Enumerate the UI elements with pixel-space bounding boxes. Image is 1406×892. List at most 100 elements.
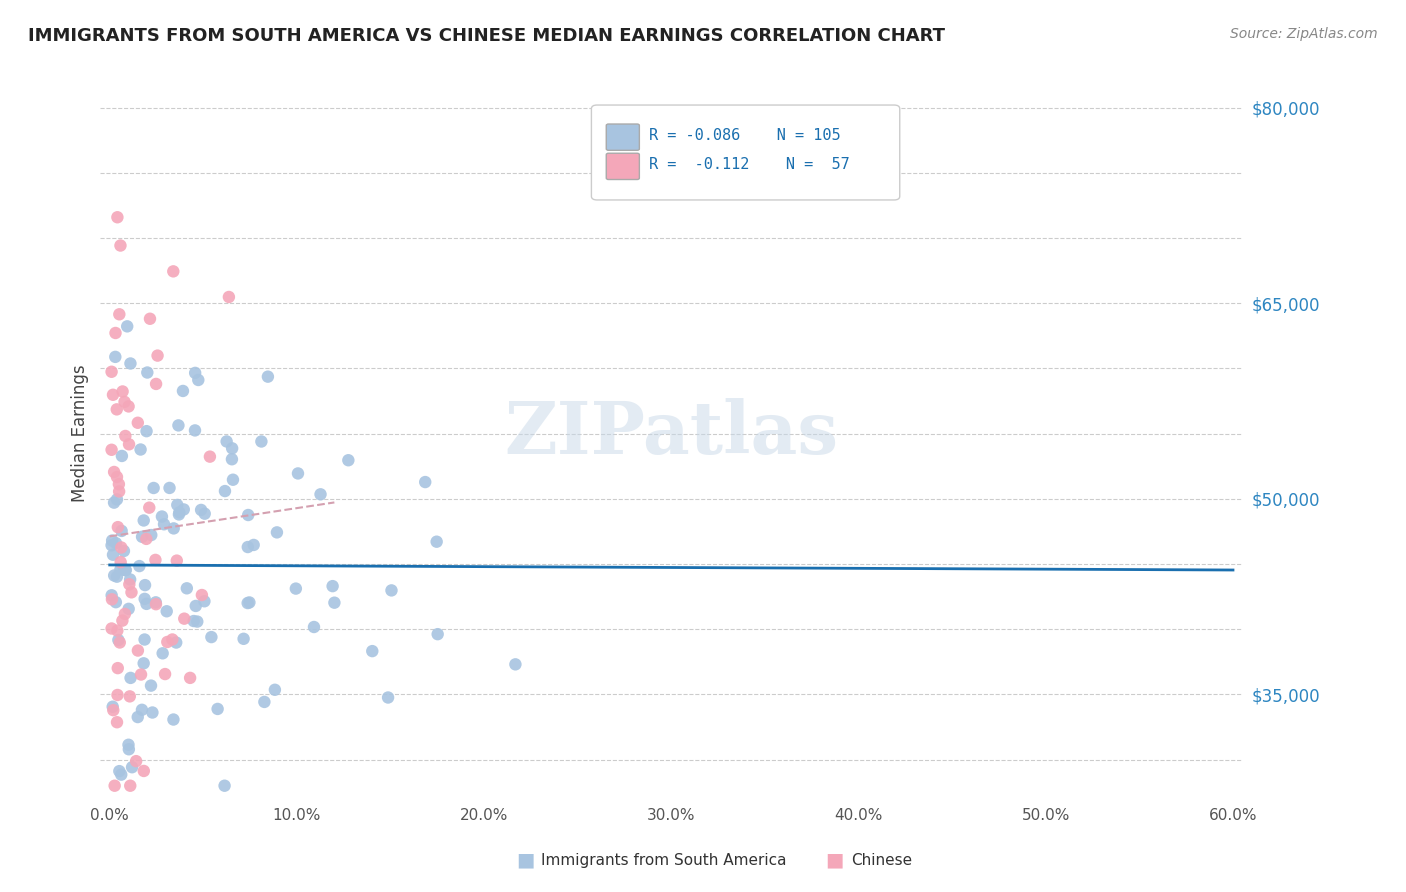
Point: [105, 569, 128, 583]
Point: [120, 779, 142, 793]
Point: [110, 767, 132, 781]
Point: [114, 607, 136, 621]
Point: [145, 553, 167, 567]
Point: [107, 633, 129, 648]
Point: [146, 349, 169, 363]
Point: [159, 481, 181, 495]
Point: [139, 679, 162, 693]
Point: [198, 450, 221, 464]
Point: [380, 583, 402, 598]
Point: [242, 538, 264, 552]
Point: [100, 588, 122, 602]
Point: [111, 384, 134, 399]
Point: [135, 424, 157, 438]
Point: [114, 563, 136, 577]
Point: [141, 528, 163, 542]
Point: [167, 418, 190, 433]
Point: [104, 595, 127, 609]
Point: [105, 492, 128, 507]
Point: [100, 365, 122, 379]
Point: [207, 702, 229, 716]
Point: [218, 290, 240, 304]
Point: [222, 473, 245, 487]
Point: [145, 597, 167, 611]
Point: [139, 311, 162, 326]
Point: [426, 627, 449, 641]
Point: [135, 597, 157, 611]
Point: [115, 319, 138, 334]
Point: [179, 671, 201, 685]
Point: [108, 764, 131, 779]
Point: [302, 620, 325, 634]
Point: [101, 699, 124, 714]
Point: [128, 559, 150, 574]
Y-axis label: Median Earnings: Median Earnings: [72, 365, 89, 502]
Point: [105, 402, 128, 417]
Point: [110, 238, 132, 252]
Point: [505, 657, 527, 672]
Point: [120, 573, 142, 587]
Point: [215, 434, 238, 449]
Point: [266, 525, 288, 540]
Text: R =  -0.112    N =  57: R = -0.112 N = 57: [648, 157, 849, 172]
Point: [250, 434, 273, 449]
Point: [337, 453, 360, 467]
Point: [112, 562, 135, 576]
Point: [221, 452, 243, 467]
Point: [166, 553, 188, 567]
Point: [190, 503, 212, 517]
Point: [322, 579, 344, 593]
Point: [135, 532, 157, 546]
Point: [184, 366, 207, 380]
Point: [169, 505, 191, 519]
Point: [104, 350, 127, 364]
Point: [156, 604, 179, 618]
Point: [127, 416, 149, 430]
Point: [183, 614, 205, 628]
Point: [104, 779, 127, 793]
Text: ZIPatlas: ZIPatlas: [505, 398, 838, 469]
Point: [309, 487, 332, 501]
Point: [238, 595, 260, 609]
Point: [108, 477, 131, 491]
Point: [107, 688, 129, 702]
Point: [118, 690, 141, 704]
Point: [214, 779, 236, 793]
Point: [167, 508, 190, 522]
Point: [114, 394, 136, 409]
Point: [100, 622, 122, 636]
Point: [191, 588, 214, 602]
Point: [118, 577, 141, 591]
Point: [110, 563, 132, 577]
Point: [172, 384, 194, 398]
Point: [107, 520, 129, 534]
Point: [121, 760, 143, 774]
Point: [105, 715, 128, 730]
Point: [165, 635, 187, 649]
Point: [426, 534, 449, 549]
Point: [173, 612, 195, 626]
Point: [287, 467, 309, 481]
Point: [163, 521, 186, 535]
Point: [104, 326, 127, 340]
Point: [236, 596, 259, 610]
Point: [108, 307, 131, 321]
Point: [173, 502, 195, 516]
Point: [176, 582, 198, 596]
Point: [129, 442, 152, 457]
Point: [162, 713, 184, 727]
Point: [184, 599, 207, 613]
Point: [134, 632, 156, 647]
Point: [111, 449, 134, 463]
Point: [112, 544, 135, 558]
Point: [162, 264, 184, 278]
Point: [142, 481, 165, 495]
Text: IMMIGRANTS FROM SOUTH AMERICA VS CHINESE MEDIAN EARNINGS CORRELATION CHART: IMMIGRANTS FROM SOUTH AMERICA VS CHINESE…: [28, 27, 945, 45]
Point: [117, 738, 139, 752]
Point: [100, 442, 122, 457]
Point: [120, 356, 142, 370]
Point: [101, 533, 124, 548]
Point: [108, 635, 131, 649]
Point: [118, 437, 141, 451]
Point: [236, 540, 259, 554]
